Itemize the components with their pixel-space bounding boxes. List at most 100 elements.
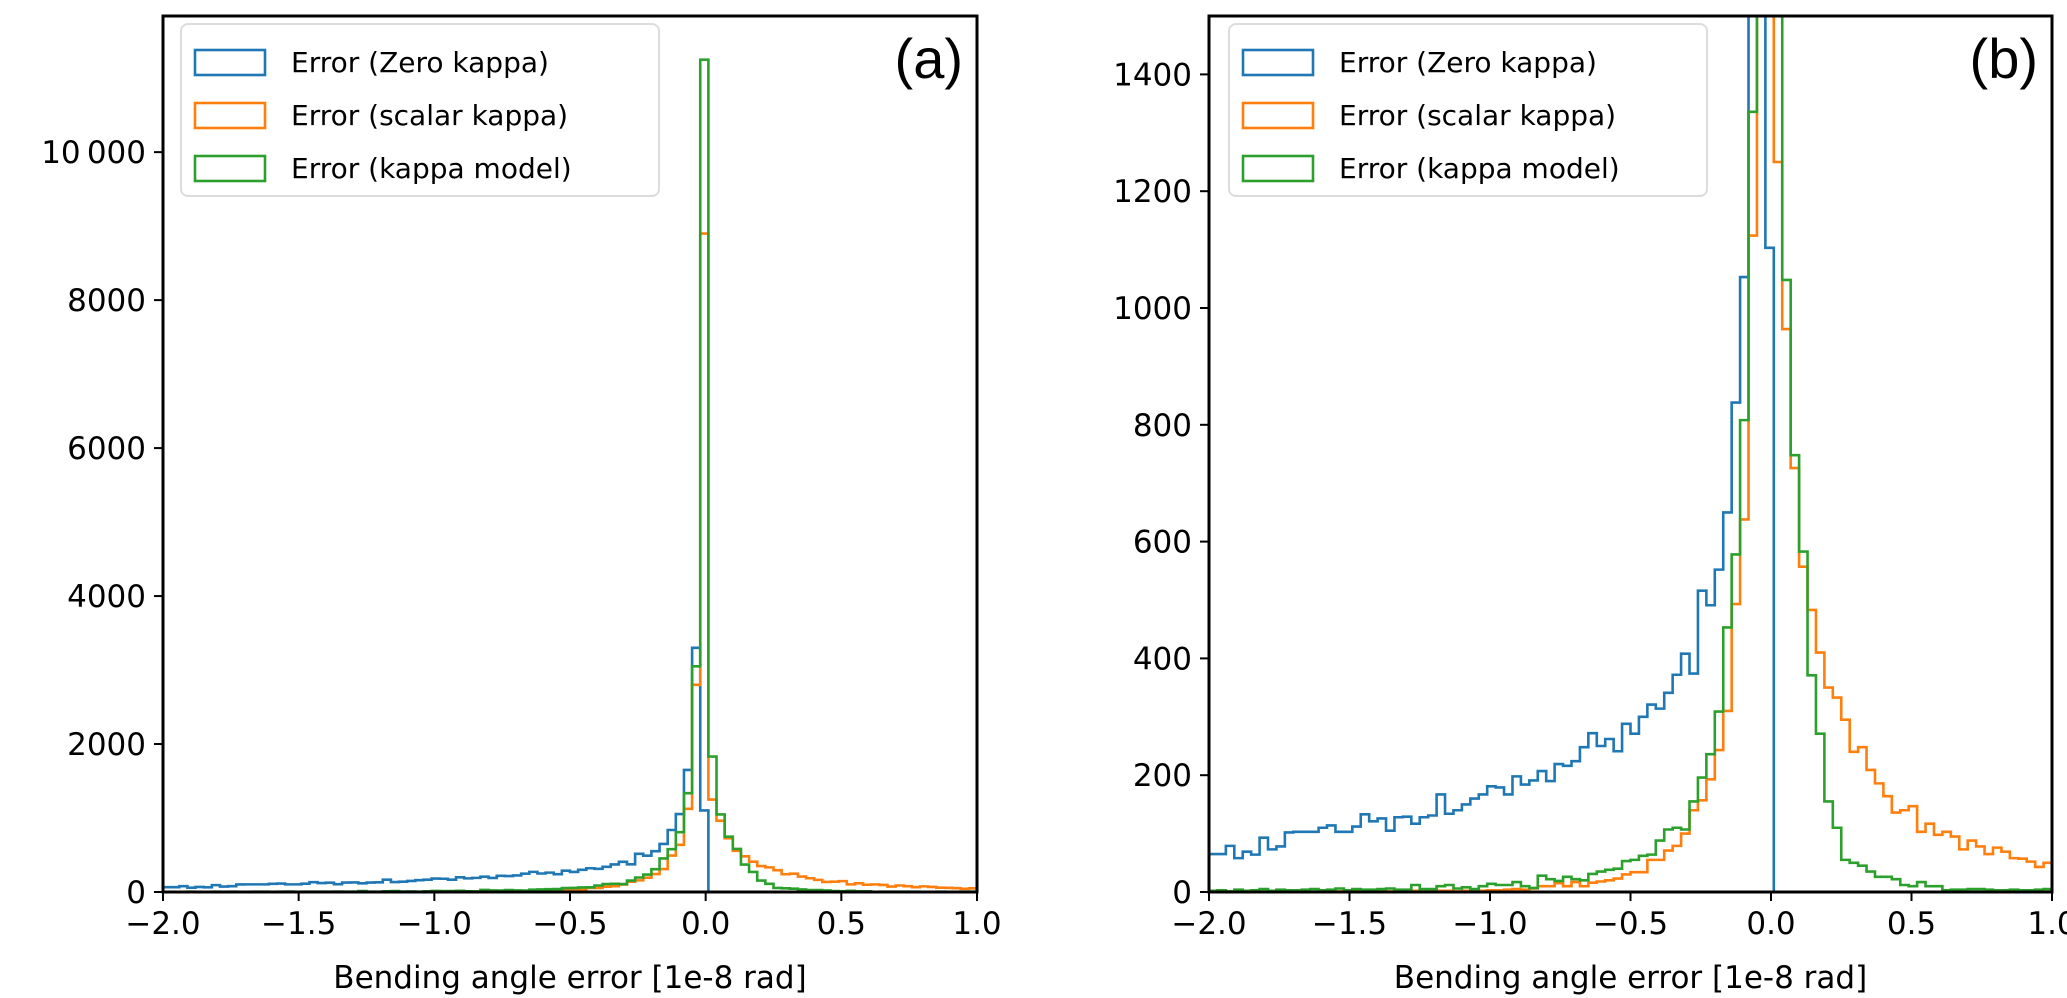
x-tick-label: −1.5 (1312, 906, 1387, 942)
histogram-bin (1605, 870, 1613, 892)
legend: Error (Zero kappa) Error (scalar kappa) Er… (180, 23, 660, 197)
histogram-bin (1378, 818, 1386, 892)
histogram-bin (1968, 841, 1976, 892)
histogram-bin (1757, 16, 1765, 892)
histogram-step-line (1209, 16, 2052, 892)
histogram-bin (1951, 837, 1959, 892)
x-tick-label: 1.0 (952, 906, 1001, 942)
legend-label: Error (Zero kappa) (291, 46, 549, 79)
histogram-bin (660, 858, 668, 892)
histogram-bin (1909, 806, 1917, 892)
histogram-bin (1243, 852, 1251, 892)
y-tick-label: 10 000 (41, 135, 146, 171)
histogram-bin (1344, 832, 1352, 892)
histogram-bin (1428, 815, 1436, 892)
histogram-bin (1690, 801, 1698, 892)
y-tick-label: 400 (1133, 641, 1192, 677)
histogram-bin (1302, 832, 1310, 892)
histogram-bin (2027, 862, 2035, 892)
histogram-bin (1816, 734, 1824, 892)
y-tick-label: 6000 (67, 431, 146, 467)
histogram-bin (1706, 754, 1714, 892)
x-tick-label: −1.0 (1452, 906, 1527, 942)
histogram-bin (1740, 420, 1748, 892)
histogram-bin (1774, 16, 1782, 892)
histogram-bin (725, 837, 733, 892)
histogram-bin (1664, 830, 1672, 892)
histogram-bin (1622, 861, 1630, 892)
histogram-bin (676, 832, 684, 892)
histogram-bin (643, 875, 651, 892)
y-tick-label: 800 (1133, 408, 1192, 444)
histogram-bin (1588, 733, 1596, 892)
x-tick-label: −0.5 (1593, 906, 1668, 942)
legend-label: Error (Zero kappa) (1339, 46, 1597, 79)
histogram-bin (757, 881, 765, 892)
histogram-bin (1799, 552, 1807, 892)
y-tick-label: 2000 (67, 727, 146, 763)
panel-a: −2.0 −1.5 −1.0 −0.5 0.0 0.5 1.0 0 2000 4000 6000 80… (41, 14, 1002, 996)
series-error-scalar-kappa (163, 232, 977, 892)
histogram-bin (741, 865, 749, 892)
legend: Error (Zero kappa) Error (scalar kappa) Er… (1228, 23, 1708, 197)
series-error-kappa-model (1209, 16, 2052, 892)
histogram-bin (1841, 860, 1849, 892)
histogram-bin (1656, 841, 1664, 892)
histogram-bin (708, 757, 716, 892)
legend-swatch (1241, 48, 1315, 77)
histogram-bin (1942, 832, 1950, 892)
histogram-bin (1858, 866, 1866, 892)
histogram-bin (635, 877, 643, 892)
histogram-bin (1403, 817, 1411, 892)
histogram-bin (1234, 858, 1242, 892)
legend-swatch (193, 48, 267, 77)
y-tick-label: 0 (126, 875, 146, 911)
legend-swatch (1241, 154, 1315, 183)
histogram-bin (1226, 846, 1234, 892)
y-tick-label: 1000 (1113, 291, 1192, 327)
legend-swatch (193, 101, 267, 130)
legend-swatch (1241, 101, 1315, 130)
histogram-bin (1614, 869, 1622, 892)
histogram-bin (2018, 859, 2026, 892)
y-tick-label: 1200 (1113, 174, 1192, 210)
histogram-bin (1462, 804, 1470, 892)
legend-item: Error (scalar kappa) (1241, 99, 1616, 132)
histogram-bin (749, 872, 757, 892)
y-tick-label: 8000 (67, 283, 146, 319)
histogram-bin (1580, 880, 1588, 892)
y-tick-label: 0 (1172, 875, 1192, 911)
histogram-bin (1563, 877, 1571, 892)
histogram-bin (1512, 776, 1520, 892)
x-tick-label: −2.0 (125, 906, 200, 942)
histogram-bin (2010, 858, 2018, 892)
legend-item: Error (Zero kappa) (1241, 46, 1597, 79)
histogram-bin (1976, 846, 1984, 892)
histogram-bin (1833, 828, 1841, 892)
histogram-bin (1538, 771, 1546, 892)
x-tick-label: −2.0 (1171, 906, 1246, 942)
histogram-bin (1892, 879, 1900, 892)
histogram-bin (1715, 712, 1723, 892)
histogram-bin (1782, 280, 1790, 892)
legend-swatch (193, 154, 267, 183)
legend-item: Error (Zero kappa) (193, 46, 549, 79)
histogram-bin (1723, 627, 1731, 892)
histogram-bin (1681, 830, 1689, 892)
y-tick-label: 4000 (67, 579, 146, 615)
histogram-bin (700, 60, 708, 892)
histogram-bin (717, 814, 725, 892)
legend-item: Error (scalar kappa) (193, 99, 568, 132)
histogram-bin (1276, 846, 1284, 892)
histogram-bin (668, 849, 676, 892)
histogram-bin (1386, 831, 1394, 892)
histogram-bin (1394, 817, 1402, 892)
histogram-bin (651, 869, 659, 892)
histogram-bin (1571, 761, 1579, 892)
histogram-bin (1285, 832, 1293, 892)
histogram-bin (1985, 854, 1993, 892)
legend-item: Error (kappa model) (193, 152, 572, 185)
histogram-bin (1555, 764, 1563, 892)
histogram-bin (1765, 16, 1773, 892)
histogram-bin (1883, 877, 1891, 892)
